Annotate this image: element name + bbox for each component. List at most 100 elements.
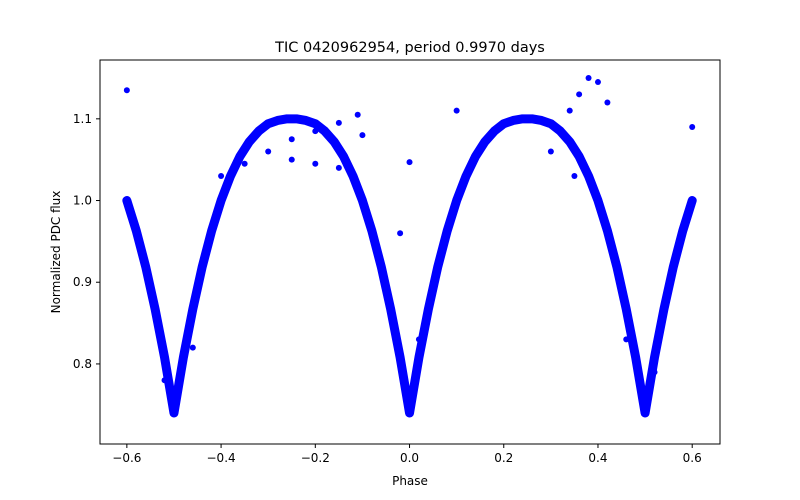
data-point — [585, 173, 592, 180]
outlier-point — [161, 377, 168, 384]
data-point — [510, 117, 517, 124]
outlier-point — [189, 344, 196, 351]
data-point — [406, 409, 413, 416]
data-point — [453, 197, 460, 204]
data-point — [312, 120, 319, 127]
data-point — [557, 128, 564, 135]
data-point — [236, 153, 243, 160]
data-point — [604, 227, 611, 234]
outlier-point — [415, 336, 422, 343]
data-point — [594, 197, 601, 204]
outlier-point — [312, 128, 319, 135]
data-point — [161, 354, 168, 361]
data-point — [679, 227, 686, 234]
data-point — [208, 227, 215, 234]
data-point — [425, 306, 432, 313]
outlier-point — [547, 148, 554, 155]
data-point — [284, 115, 291, 122]
outlier-point — [335, 119, 342, 126]
data-point — [397, 354, 404, 361]
x-axis-label: Phase — [392, 474, 428, 488]
data-point — [660, 306, 667, 313]
data-point — [463, 173, 470, 180]
outlier-point — [689, 123, 696, 130]
outlier-point — [335, 164, 342, 171]
data-point — [123, 197, 130, 204]
data-point — [133, 227, 140, 234]
outlier-point — [218, 173, 225, 180]
outlier-point — [397, 230, 404, 237]
outlier-point — [576, 91, 583, 98]
data-point — [227, 173, 234, 180]
data-point — [302, 117, 309, 124]
data-point — [444, 227, 451, 234]
data-point — [340, 153, 347, 160]
data-point — [265, 120, 272, 127]
data-point — [152, 306, 159, 313]
y-tick-label: 0.9 — [73, 275, 92, 289]
outlier-point — [566, 107, 573, 114]
outlier-point — [585, 74, 592, 81]
data-point — [170, 409, 177, 416]
data-point — [481, 138, 488, 145]
data-point — [500, 120, 507, 127]
data-point — [368, 227, 375, 234]
data-point — [359, 197, 366, 204]
y-axis-label: Normalized PDC flux — [49, 191, 63, 314]
x-tick-label: 0.4 — [588, 451, 607, 465]
data-point — [651, 354, 658, 361]
data-point — [623, 306, 630, 313]
data-point — [274, 117, 281, 124]
data-point — [349, 173, 356, 180]
x-tick-label: 0.2 — [494, 451, 513, 465]
data-point — [321, 128, 328, 135]
outlier-point — [288, 136, 295, 143]
data-point — [434, 263, 441, 270]
chart-title: TIC 0420962954, period 0.9970 days — [274, 40, 545, 56]
data-point — [642, 409, 649, 416]
outlier-point — [406, 159, 413, 166]
outlier-point — [651, 369, 658, 376]
x-tick-label: 0.0 — [400, 451, 419, 465]
outlier-point — [354, 111, 361, 118]
data-point — [293, 115, 300, 122]
x-axis: −0.6 −0.4 −0.2 0.0 0.2 0.4 0.6 — [112, 444, 702, 465]
data-point — [255, 128, 262, 135]
y-tick-label: 1.1 — [73, 112, 92, 126]
y-tick-label: 0.8 — [73, 357, 92, 371]
outlier-point — [594, 79, 601, 86]
data-point — [189, 306, 196, 313]
x-tick-label: 0.6 — [683, 451, 702, 465]
outlier-point — [312, 160, 319, 167]
data-point — [415, 354, 422, 361]
data-point — [632, 354, 639, 361]
outlier-point — [604, 99, 611, 106]
y-axis: 0.8 0.9 1.0 1.1 — [73, 112, 100, 371]
data-point — [378, 263, 385, 270]
data-point — [547, 120, 554, 127]
data-point — [491, 128, 498, 135]
data-point — [387, 306, 394, 313]
data-point — [529, 115, 536, 122]
outlier-point — [623, 336, 630, 343]
data-point — [670, 263, 677, 270]
data-point — [199, 263, 206, 270]
data-point — [538, 117, 545, 124]
x-tick-label: −0.2 — [301, 451, 330, 465]
x-tick-label: −0.4 — [207, 451, 236, 465]
outlier-point — [453, 107, 460, 114]
data-point — [180, 354, 187, 361]
data-point — [331, 138, 338, 145]
data-point — [218, 197, 225, 204]
data-point — [472, 153, 479, 160]
data-point — [246, 138, 253, 145]
data-point — [613, 263, 620, 270]
outlier-point — [359, 132, 366, 139]
data-point — [566, 138, 573, 145]
outlier-point — [123, 87, 130, 94]
data-point — [576, 153, 583, 160]
outlier-point — [288, 156, 295, 163]
y-tick-label: 1.0 — [73, 194, 92, 208]
